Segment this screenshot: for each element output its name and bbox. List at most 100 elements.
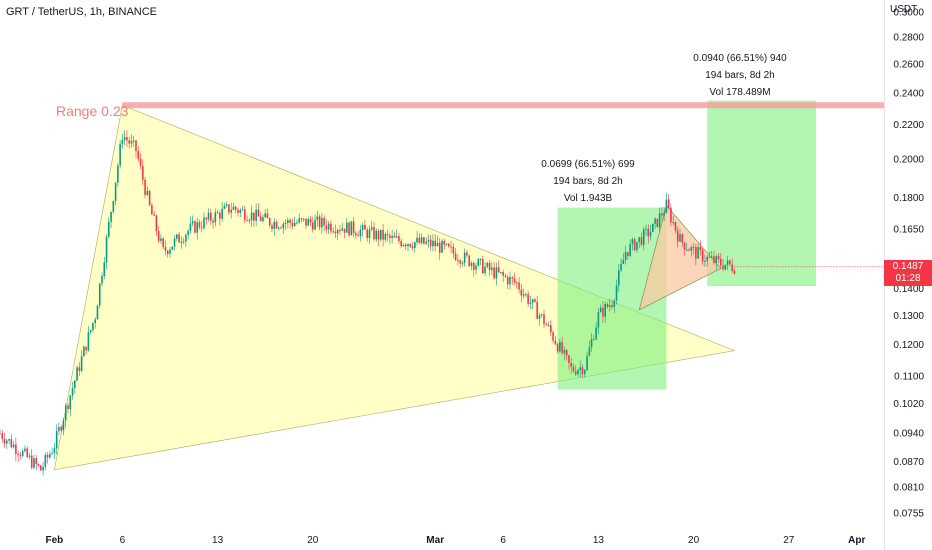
candle-body bbox=[550, 325, 552, 333]
candle-body bbox=[280, 227, 282, 229]
candle-body bbox=[264, 213, 266, 218]
candle-body bbox=[71, 388, 74, 396]
candle-body bbox=[552, 332, 554, 341]
candle-body bbox=[522, 294, 525, 296]
candle-body bbox=[300, 218, 303, 220]
candle-body bbox=[155, 215, 158, 232]
candle-body bbox=[624, 252, 627, 260]
candle-body bbox=[676, 230, 679, 242]
candle-body bbox=[98, 283, 101, 306]
candle-body bbox=[679, 234, 681, 242]
candle-body bbox=[414, 242, 416, 249]
candle-body bbox=[51, 452, 53, 454]
candle-body bbox=[393, 235, 396, 238]
candle-body bbox=[395, 236, 398, 238]
candle-body bbox=[391, 235, 393, 238]
measure-box-2 bbox=[707, 100, 816, 287]
candle-body bbox=[661, 213, 663, 216]
candle-body bbox=[572, 366, 575, 372]
candle-body bbox=[250, 212, 253, 221]
candle-body bbox=[477, 259, 480, 266]
candle-body bbox=[293, 222, 296, 226]
candle-body bbox=[225, 204, 228, 206]
candle-body bbox=[692, 247, 695, 249]
candle-body bbox=[221, 208, 223, 219]
candle-body bbox=[418, 237, 421, 243]
candle-body bbox=[173, 238, 176, 247]
candle-body bbox=[334, 231, 337, 234]
candle-body bbox=[189, 223, 192, 231]
candle-body bbox=[307, 219, 310, 226]
candle-body bbox=[493, 267, 495, 279]
candle-body bbox=[219, 213, 221, 219]
candle-body bbox=[681, 234, 684, 243]
candle-body bbox=[486, 263, 489, 267]
candle-body bbox=[538, 315, 541, 319]
candle-body bbox=[597, 312, 600, 328]
candle-body bbox=[615, 285, 618, 301]
candle-body bbox=[62, 420, 65, 431]
candle-body bbox=[96, 305, 99, 320]
candle-body bbox=[119, 143, 121, 166]
candle-body bbox=[157, 231, 160, 241]
candle-body bbox=[83, 346, 85, 357]
candle-body bbox=[618, 270, 620, 286]
candle-body bbox=[427, 239, 430, 242]
candle-body bbox=[132, 140, 135, 142]
candle-body bbox=[527, 294, 529, 304]
candle-body bbox=[108, 221, 110, 237]
candle-body bbox=[400, 241, 402, 247]
candle-body bbox=[323, 218, 325, 226]
measure-1-bars: 194 bars, 8d 2h bbox=[553, 176, 623, 187]
candle-body bbox=[636, 241, 638, 251]
candle-body bbox=[561, 342, 563, 354]
candle-body bbox=[459, 260, 461, 264]
candle-body bbox=[196, 222, 198, 233]
candle-body bbox=[80, 356, 83, 371]
candle-body bbox=[268, 218, 271, 226]
candle-body bbox=[262, 217, 264, 222]
candle-body bbox=[518, 282, 520, 290]
time-tick-label: Mar bbox=[426, 535, 444, 546]
candle-body bbox=[710, 256, 713, 258]
candle-body bbox=[373, 227, 375, 240]
candle-body bbox=[658, 213, 661, 227]
measure-info-1[interactable]: 0.0699 (66.51%) 699 194 bars, 8d 2h Vol … bbox=[520, 156, 656, 207]
candle-body bbox=[497, 267, 500, 273]
candle-body bbox=[434, 240, 436, 247]
candle-body bbox=[44, 454, 47, 467]
measure-info-2[interactable]: 0.0940 (66.51%) 940 194 bars, 8d 2h Vol … bbox=[672, 50, 808, 101]
candle-body bbox=[627, 252, 629, 256]
candle-body bbox=[554, 340, 557, 345]
candle-body bbox=[321, 218, 323, 228]
candle-body bbox=[606, 303, 609, 307]
candle-body bbox=[584, 370, 586, 375]
candle-body bbox=[309, 219, 312, 223]
candle-body bbox=[733, 270, 736, 274]
candle-body bbox=[10, 439, 13, 448]
candle-body bbox=[670, 207, 672, 223]
time-tick-label: 20 bbox=[307, 535, 319, 546]
candle-body bbox=[622, 259, 625, 264]
candle-body bbox=[128, 140, 130, 144]
candle-body bbox=[248, 220, 251, 222]
candle-body bbox=[185, 234, 187, 242]
candle-body bbox=[452, 247, 455, 254]
candle-body bbox=[565, 350, 568, 356]
candle-body bbox=[672, 222, 674, 224]
candle-body bbox=[683, 242, 686, 250]
candle-body bbox=[432, 240, 434, 247]
candle-body bbox=[33, 458, 35, 468]
candle-body bbox=[182, 241, 185, 243]
range-line bbox=[122, 102, 884, 109]
candle-body bbox=[500, 272, 502, 274]
time-tick-label: 27 bbox=[783, 535, 795, 546]
candle-body bbox=[726, 260, 729, 265]
measure-1-change: 0.0699 (66.51%) 699 bbox=[541, 159, 635, 170]
range-label[interactable]: Range 0.23 bbox=[56, 103, 129, 119]
symbol-title[interactable]: GRT / TetherUS, 1h, BINANCE bbox=[6, 6, 158, 18]
candle-body bbox=[30, 455, 33, 468]
candle-body bbox=[649, 231, 652, 237]
candle-body bbox=[602, 307, 604, 317]
